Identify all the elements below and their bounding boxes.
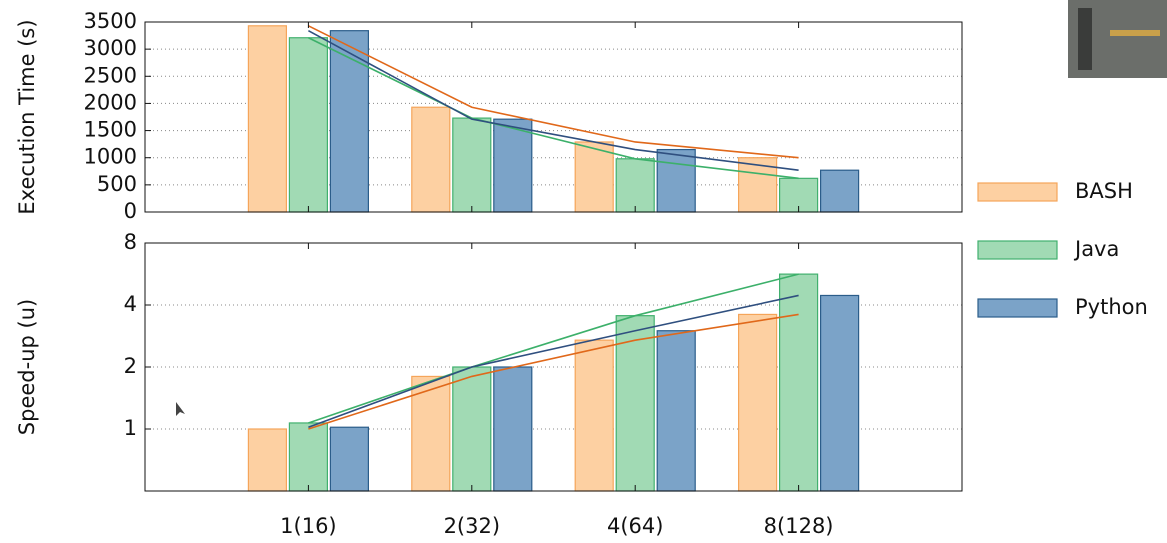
bar [737,157,778,213]
bar [778,273,819,492]
y-tick-label: 500 [97,172,137,196]
x-tick-label: 2(32) [444,514,500,538]
bar [452,117,492,213]
thumbnail-detail [1110,30,1160,36]
trend-line [308,37,799,180]
legend-label: Java [1073,237,1119,261]
plot-frame [144,242,963,492]
bar [452,366,492,492]
trend-line [308,273,799,424]
bar [411,106,451,213]
x-tick-label: 8(128) [764,514,834,538]
x-tick-label: 4(64) [607,514,663,538]
trend-line [308,313,799,430]
bar [737,313,778,492]
y-tick-label: 3500 [84,9,137,33]
bar [329,426,369,492]
y-tick-label: 4 [124,292,137,316]
legend-swatch [977,240,1058,260]
y-tick-label: 2 [124,354,137,378]
legend-swatch [977,182,1058,202]
thumbnail-detail [1078,8,1092,70]
bar [615,158,655,213]
y-tick-label: 1000 [84,145,137,169]
trend-line [308,25,799,159]
bar [574,339,614,492]
trend-line [308,29,799,171]
y-tick-label: 1500 [84,118,137,142]
bar [247,25,287,213]
bar [411,375,451,492]
bar [656,148,696,213]
legend-swatch [977,298,1058,318]
bar [247,428,287,492]
trend-line [308,294,799,428]
y-axis-label: Speed-up (u) [15,299,39,435]
bar [615,315,655,492]
y-tick-label: 1 [124,416,137,440]
bar [819,294,860,492]
bar [574,141,614,213]
y-tick-label: 2500 [84,63,137,87]
bar [288,422,328,492]
bar [656,330,696,492]
legend-label: BASH [1075,179,1133,203]
bar [493,366,533,492]
legend-label: Python [1075,295,1148,319]
y-tick-label: 3000 [84,36,137,60]
bar [493,118,533,213]
y-axis-label: Execution Time (s) [15,19,39,214]
plot-frame [144,21,963,213]
bar [819,169,860,213]
y-tick-label: 2000 [84,90,137,114]
bar [329,30,369,213]
cursor [176,402,185,416]
y-tick-label: 8 [124,230,137,254]
y-tick-label: 0 [124,199,137,223]
x-tick-label: 1(16) [280,514,336,538]
bar [288,37,328,213]
